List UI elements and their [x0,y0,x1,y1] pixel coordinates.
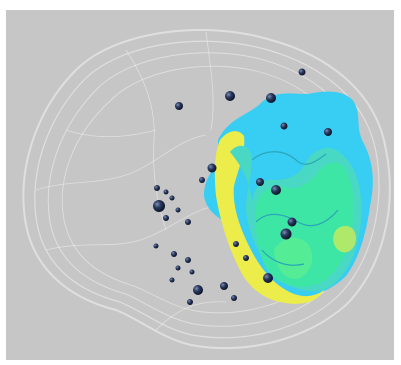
3d-viewport [6,10,394,360]
yellow-region [214,131,324,304]
marker-spheres [153,68,332,305]
render-canvas [22,29,391,350]
region-contours [251,151,339,266]
brain-mesh [22,29,391,350]
